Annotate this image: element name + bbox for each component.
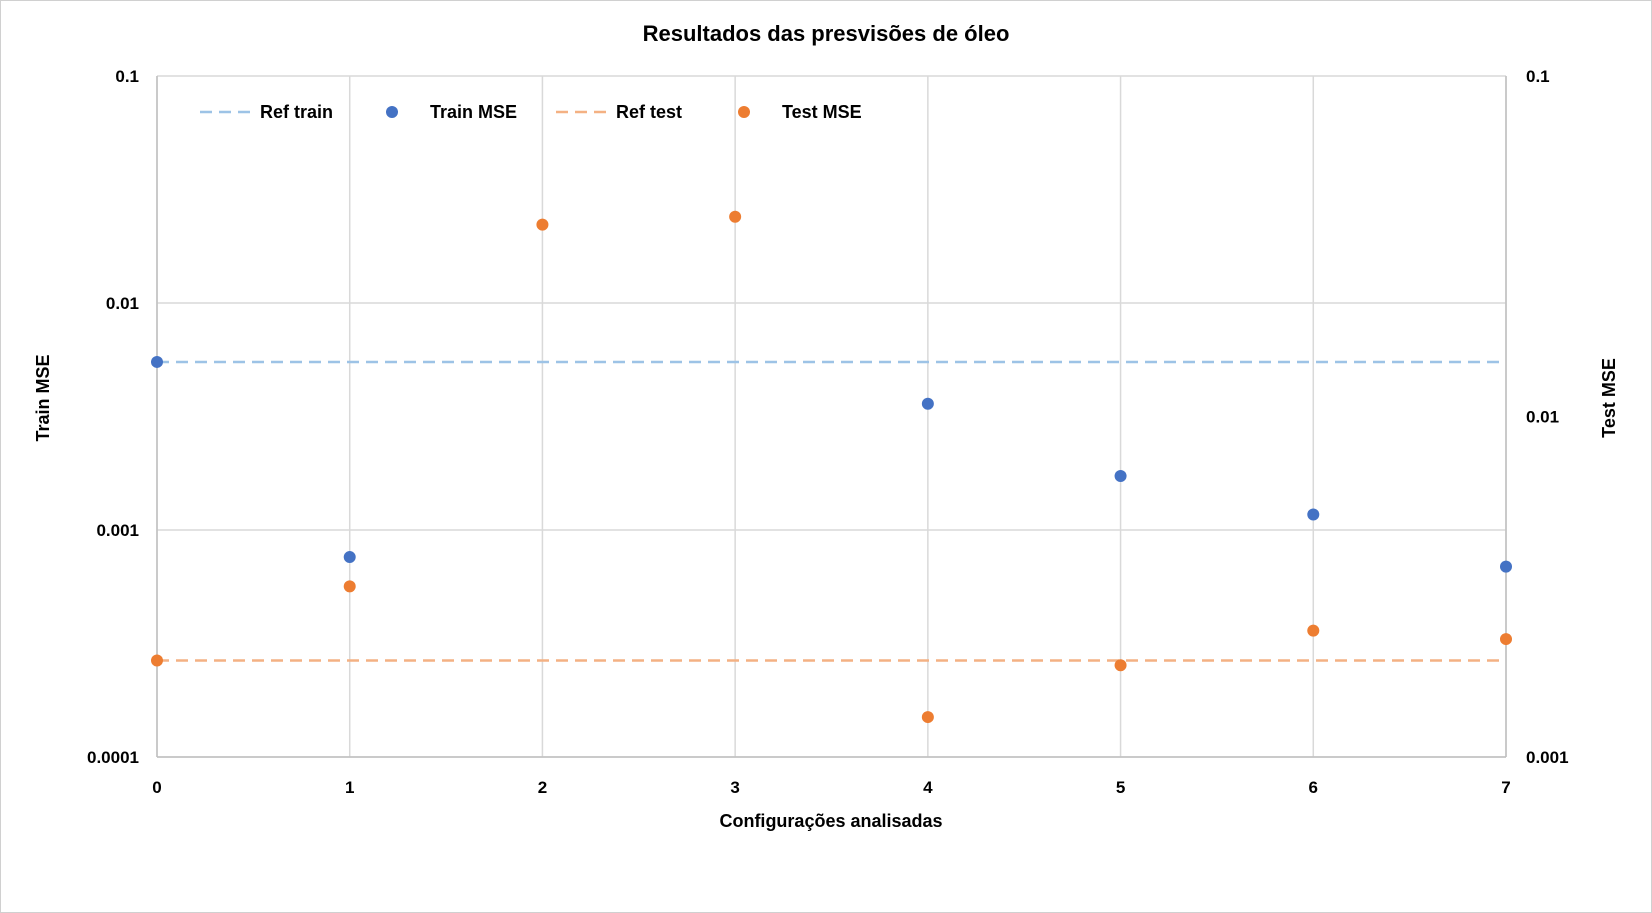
- y-axis-title: Train MSE: [33, 354, 53, 441]
- test-mse-point: [921, 711, 934, 724]
- test-mse-point: [1114, 659, 1127, 672]
- y-tick-label: 0.1: [115, 67, 139, 86]
- y2-tick-label: 0.001: [1526, 748, 1569, 767]
- x-tick-label: 2: [538, 778, 547, 797]
- x-tick-label: 7: [1501, 778, 1510, 797]
- y-tick-label: 0.01: [106, 294, 139, 313]
- y2-tick-label: 0.01: [1526, 408, 1559, 427]
- legend-train-mse-swatch: [386, 106, 398, 118]
- legend: Ref train Train MSE Ref test Test MSE: [200, 102, 862, 122]
- legend-test-mse-label: Test MSE: [782, 102, 862, 122]
- chart-title: Resultados das presvisões de óleo: [643, 21, 1010, 46]
- train-mse-point: [343, 551, 356, 564]
- test-mse-point: [536, 218, 549, 231]
- x-tick-label: 6: [1309, 778, 1318, 797]
- y-tick-label: 0.001: [96, 521, 139, 540]
- reference-lines: [157, 360, 1506, 662]
- gridlines: [156, 75, 1507, 758]
- y2-tick-label: 0.1: [1526, 67, 1550, 86]
- test-mse-point: [729, 210, 742, 223]
- tick-labels: 0.0001 0.001 0.01 0.1 0.001 0.01 0.1 0 1 2 3 4 5 6 7: [87, 67, 1569, 797]
- legend-test-mse-swatch: [738, 106, 750, 118]
- train-mse-point: [1114, 469, 1127, 482]
- y2-axis-title: Test MSE: [1599, 358, 1619, 438]
- x-tick-label: 5: [1116, 778, 1125, 797]
- x-tick-label: 3: [730, 778, 739, 797]
- test-mse-point: [1500, 633, 1512, 646]
- legend-train-mse-label: Train MSE: [430, 102, 517, 122]
- train-mse-point: [1307, 508, 1320, 521]
- x-tick-label: 1: [345, 778, 354, 797]
- train-mse-point: [1500, 560, 1512, 573]
- test-mse-point: [343, 580, 356, 593]
- test-mse-point: [151, 654, 163, 667]
- train-mse-point: [151, 355, 163, 368]
- legend-ref-train-label: Ref train: [260, 102, 333, 122]
- x-tick-label: 0: [152, 778, 161, 797]
- legend-ref-test-label: Ref test: [616, 102, 682, 122]
- data-points: [151, 210, 1512, 724]
- y-tick-label: 0.0001: [87, 748, 139, 767]
- x-axis-title: Configurações analisadas: [719, 811, 942, 831]
- test-mse-point: [1307, 624, 1320, 637]
- train-mse-point: [921, 397, 934, 410]
- x-tick-label: 4: [923, 778, 933, 797]
